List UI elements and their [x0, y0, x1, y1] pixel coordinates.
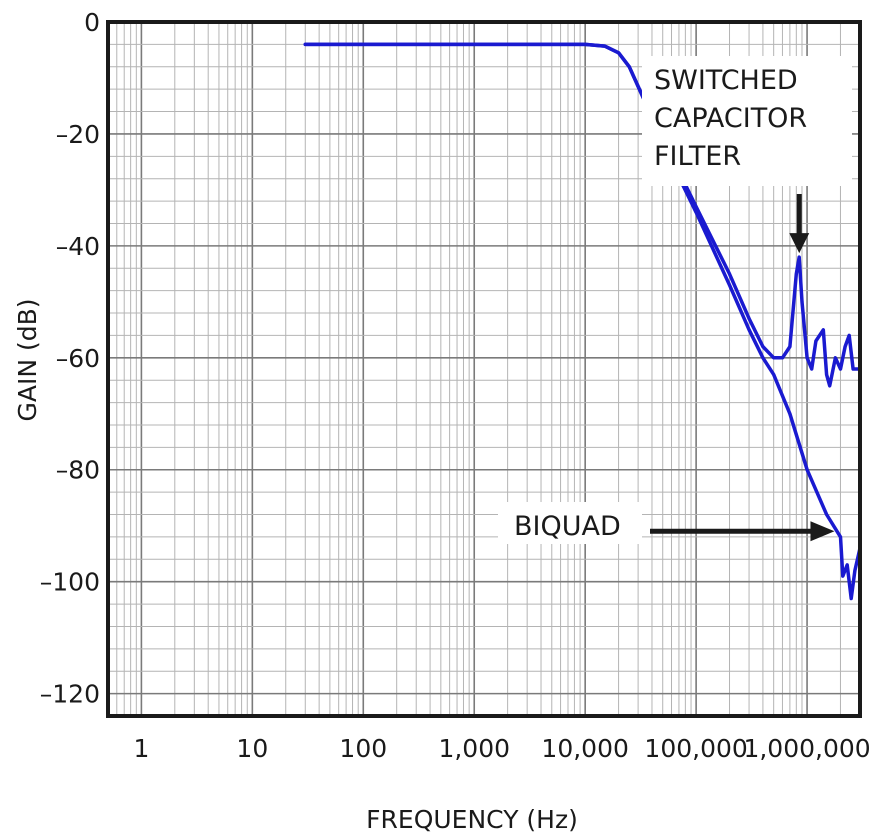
switched-capacitor-label: FILTER [654, 141, 741, 172]
y-tick-label: –100 [40, 568, 100, 597]
x-axis-title: FREQUENCY (Hz) [366, 805, 578, 834]
y-axis-title: GAIN (dB) [13, 298, 42, 421]
biquad-label: BIQUAD [514, 511, 621, 542]
x-tick-label: 100,000 [644, 734, 747, 763]
annotation-box [642, 56, 852, 186]
switched-capacitor-arrow-head [789, 233, 810, 254]
x-tick-label: 10,000 [541, 734, 628, 763]
y-tick-label: –40 [56, 232, 100, 261]
biquad-arrow-head [810, 521, 835, 542]
x-tick-label: 1 [133, 734, 149, 763]
y-tick-label: –80 [56, 456, 100, 485]
y-tick-label: –60 [56, 344, 100, 373]
series-line-2 [303, 42, 862, 601]
annotation-box [498, 502, 642, 544]
y-tick-label: 0 [84, 8, 100, 37]
data-lines [303, 42, 862, 601]
y-tick-label: –120 [40, 680, 100, 709]
y-tick-labels: 0 –20 –40 –60 –80 –100 –120 [40, 8, 100, 709]
switched-capacitor-label: CAPACITOR [654, 103, 807, 134]
y-tick-label: –20 [56, 120, 100, 149]
switched-capacitor-label: SWITCHED [654, 65, 798, 96]
x-tick-label: 10 [236, 734, 268, 763]
annotations: SWITCHED CAPACITOR FILTER BIQUAD [498, 56, 852, 544]
x-tick-label: 1,000 [438, 734, 510, 763]
x-tick-label: 1,000,000 [743, 734, 870, 763]
x-tick-label: 100 [339, 734, 387, 763]
plot-frame [106, 20, 862, 718]
